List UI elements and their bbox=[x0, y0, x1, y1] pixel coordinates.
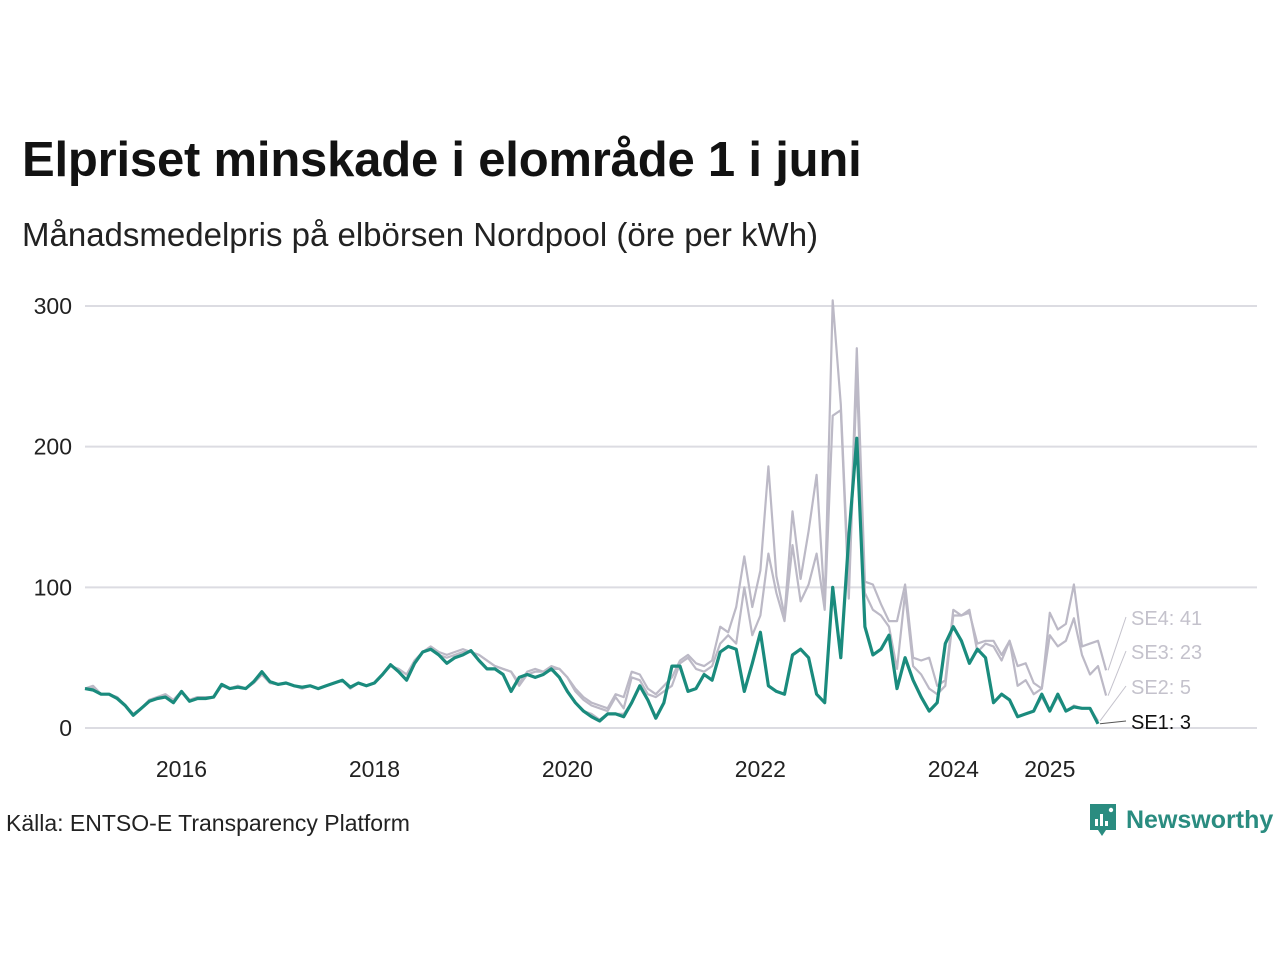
grid-lines bbox=[85, 304, 1257, 729]
x-tick-label: 2025 bbox=[1024, 756, 1075, 782]
series-label-se1: SE1: 3 bbox=[1131, 712, 1191, 734]
x-axis-ticks: 2016 2018 2020 2022 2024 2025 bbox=[156, 756, 1075, 782]
label-leader-se4 bbox=[1107, 616, 1127, 671]
x-tick-label: 2024 bbox=[928, 756, 979, 782]
label-leader-se2 bbox=[1099, 685, 1127, 722]
x-tick-label: 2016 bbox=[156, 756, 207, 782]
label-leader-se3 bbox=[1107, 650, 1127, 696]
chart-subtitle: Månadsmedelpris på elbörsen Nordpool (ör… bbox=[22, 216, 819, 253]
y-tick-label: 100 bbox=[34, 574, 72, 600]
newsworthy-brand: Newsworthy bbox=[1126, 805, 1274, 834]
series-line-se3 bbox=[85, 375, 1108, 716]
series-end-labels: SE4: 41 SE3: 23 SE2: 5 SE1: 3 bbox=[1099, 608, 1202, 734]
x-tick-label: 2018 bbox=[349, 756, 400, 782]
newsworthy-logo: Newsworthy bbox=[1088, 802, 1273, 838]
y-tick-label: 300 bbox=[34, 293, 72, 319]
series-label-se2: SE2: 5 bbox=[1131, 677, 1191, 699]
newsworthy-logo-icon bbox=[1090, 804, 1116, 836]
chart-title: Elpriset minskade i elområde 1 i juni bbox=[22, 133, 862, 187]
source-note: Källa: ENTSO-E Transparency Platform bbox=[6, 810, 410, 836]
series-lines bbox=[84, 299, 1108, 725]
label-leader-se1 bbox=[1099, 720, 1127, 725]
x-tick-label: 2020 bbox=[542, 756, 593, 782]
series-label-se3: SE3: 23 bbox=[1131, 642, 1202, 664]
series-label-se4: SE4: 41 bbox=[1131, 608, 1202, 630]
x-tick-label: 2022 bbox=[735, 756, 786, 782]
y-tick-label: 200 bbox=[34, 434, 72, 460]
series-line-se4 bbox=[84, 299, 1108, 716]
series-line-se1 bbox=[84, 436, 1100, 725]
y-axis-ticks: 0 100 200 300 bbox=[34, 293, 72, 741]
y-tick-label: 0 bbox=[59, 715, 72, 741]
